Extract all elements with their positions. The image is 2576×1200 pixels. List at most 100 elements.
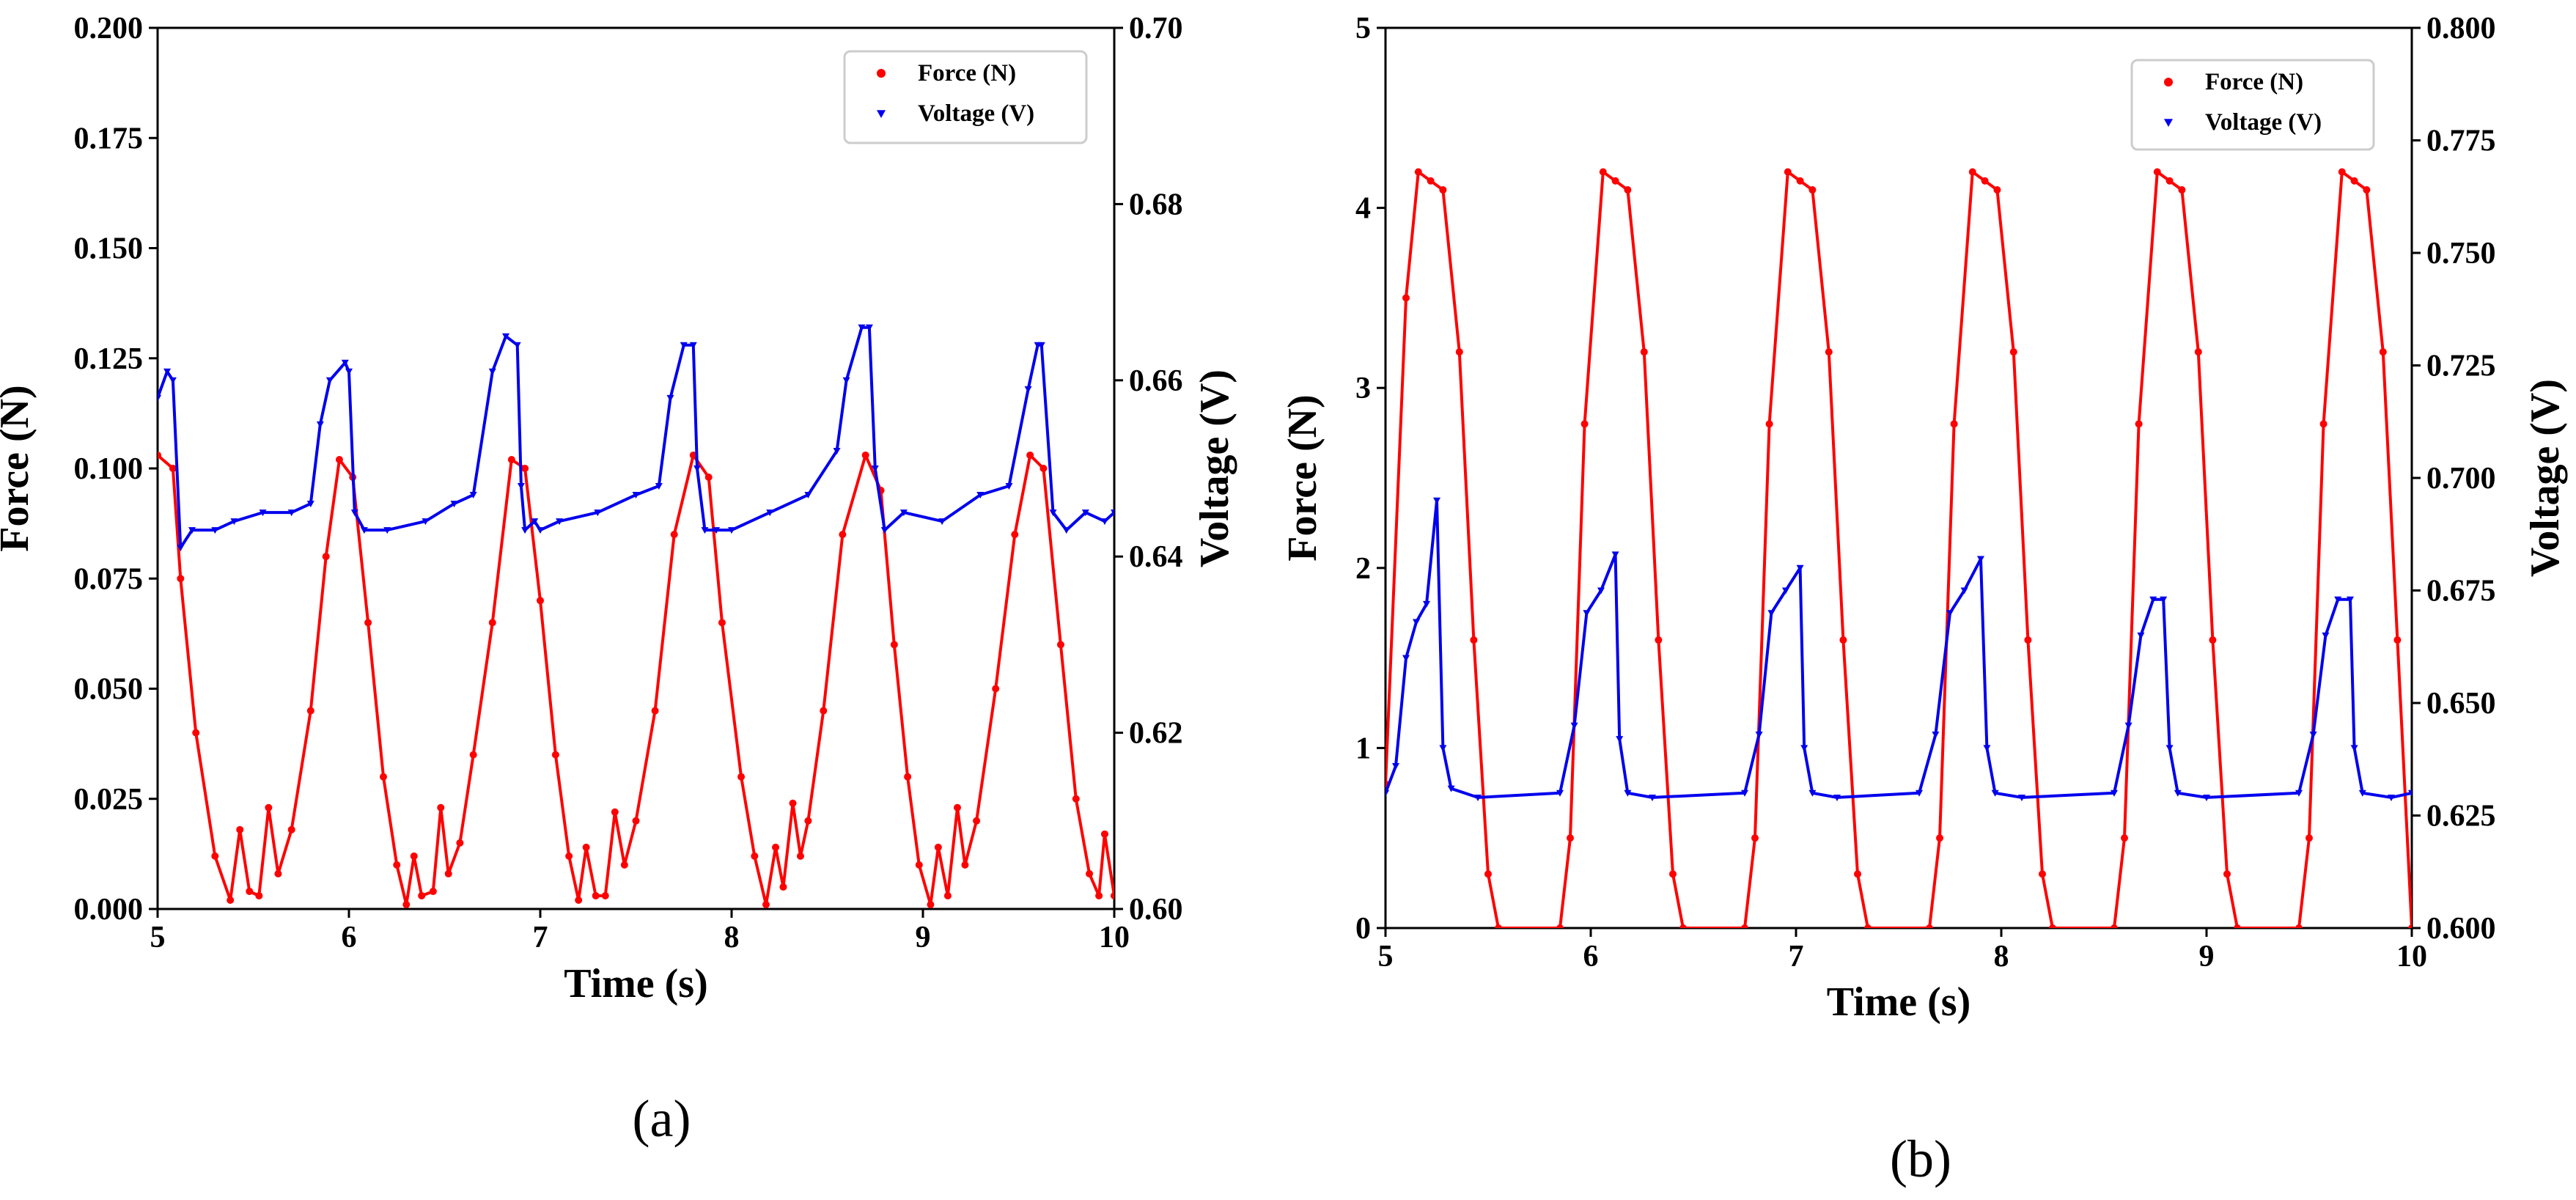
voltage-point	[1741, 789, 1748, 797]
voltage-point	[2322, 632, 2330, 639]
force-point	[1011, 531, 1019, 539]
x-tick-label: 9	[916, 921, 931, 954]
voltage-point	[2350, 745, 2358, 752]
force-point	[796, 852, 804, 860]
y-left-tick-label: 3	[1355, 372, 1371, 405]
force-point	[1100, 830, 1108, 838]
y-left-tick-label: 5	[1355, 12, 1371, 45]
force-point	[410, 852, 418, 860]
voltage-point	[871, 465, 879, 472]
voltage-point	[517, 483, 525, 490]
y-left-tick-label: 2	[1355, 552, 1371, 586]
voltage-point	[1616, 736, 1624, 743]
y-left-tick-label: 1	[1355, 732, 1371, 765]
legend-force-marker	[877, 69, 886, 78]
voltage-point	[360, 527, 368, 534]
legend-voltage-label: Voltage (V)	[918, 100, 1034, 127]
legend-frame	[2130, 59, 2375, 151]
voltage-point	[2111, 789, 2118, 797]
force-point	[1414, 168, 1422, 176]
y-right-tick-label: 0.68	[1129, 188, 1183, 221]
force-point	[1086, 869, 1094, 877]
voltage-point	[422, 518, 430, 526]
voltage-point	[513, 342, 521, 349]
voltage-point	[306, 501, 314, 508]
force-point	[601, 891, 609, 899]
force-point	[1599, 168, 1607, 176]
force-point	[2121, 834, 2128, 842]
force-point	[2295, 924, 2303, 928]
voltage-point	[502, 333, 510, 340]
force-point	[943, 891, 952, 899]
force-point	[632, 817, 640, 825]
chart-a: 5 6 7 8 9 10 0.000 0.025 0.050 0.075 0.100 0.125 0.1…	[0, 12, 1237, 1148]
force-point	[779, 883, 787, 891]
force-point	[1111, 891, 1114, 899]
y-right-tick-label: 0.775	[2426, 125, 2496, 158]
force-point	[287, 825, 295, 833]
x-tick-label: 10	[2396, 940, 2427, 973]
force-point	[1427, 177, 1435, 185]
force-point	[973, 817, 981, 825]
force-point	[611, 808, 619, 816]
voltage-point	[259, 509, 267, 517]
voltage-point	[1916, 789, 1923, 797]
force-point	[2319, 420, 2327, 428]
force-point	[1839, 636, 1847, 644]
x-tick-label: 5	[150, 921, 166, 954]
y-right-axis-label: Voltage (V)	[1192, 369, 1237, 567]
force-point	[961, 861, 969, 869]
y-left-tick-label: 0.075	[74, 562, 144, 596]
voltage-point	[842, 377, 850, 384]
force-point	[2209, 636, 2217, 644]
voltage-point	[1611, 551, 1619, 559]
voltage-point	[537, 527, 544, 534]
force-point	[469, 751, 477, 759]
panel-label: (b)	[1890, 1130, 1951, 1188]
force-point	[437, 803, 445, 811]
voltage-point	[865, 324, 873, 331]
voltage-point	[1111, 509, 1114, 517]
force-point	[620, 861, 628, 869]
voltage-point	[2388, 794, 2395, 801]
voltage-series	[1385, 497, 2412, 801]
voltage-point	[169, 377, 177, 384]
voltage-point	[1977, 556, 1984, 563]
force-point	[904, 773, 912, 781]
force-point	[704, 474, 713, 482]
voltage-point	[2203, 794, 2210, 801]
y-right-tick-label: 0.64	[1129, 540, 1183, 574]
force-point	[1669, 870, 1677, 878]
force-point	[839, 531, 847, 539]
force-point	[169, 465, 177, 472]
force-point	[2153, 168, 2161, 176]
force-point	[444, 869, 452, 877]
legend-frame	[843, 50, 1088, 144]
voltage-line	[1385, 498, 2412, 799]
force-point	[379, 773, 387, 781]
voltage-point	[666, 394, 674, 402]
force-point	[1072, 795, 1080, 803]
force-point	[1484, 870, 1492, 878]
force-point	[1056, 641, 1064, 649]
force-point	[335, 455, 343, 463]
y-left-tick-label: 0.200	[74, 12, 144, 45]
voltage-point	[2334, 596, 2342, 603]
force-point	[1455, 348, 1463, 356]
force-point	[772, 843, 780, 851]
voltage-point	[325, 377, 334, 384]
force-series	[158, 451, 1114, 908]
force-point	[751, 852, 759, 860]
legend: Force (N) Voltage (V)	[843, 50, 1088, 144]
force-point	[1039, 465, 1048, 472]
force-point	[1741, 924, 1748, 928]
voltage-point	[1433, 497, 1440, 504]
force-point	[429, 887, 437, 895]
voltage-point	[450, 501, 458, 508]
voltage-point	[1439, 745, 1447, 752]
force-point	[211, 852, 219, 860]
x-axis-label: Time (s)	[1827, 979, 1971, 1025]
x-tick-label: 8	[724, 921, 740, 954]
y-left-axis-label: Force (N)	[1280, 394, 1325, 562]
voltage-point	[2160, 596, 2168, 603]
